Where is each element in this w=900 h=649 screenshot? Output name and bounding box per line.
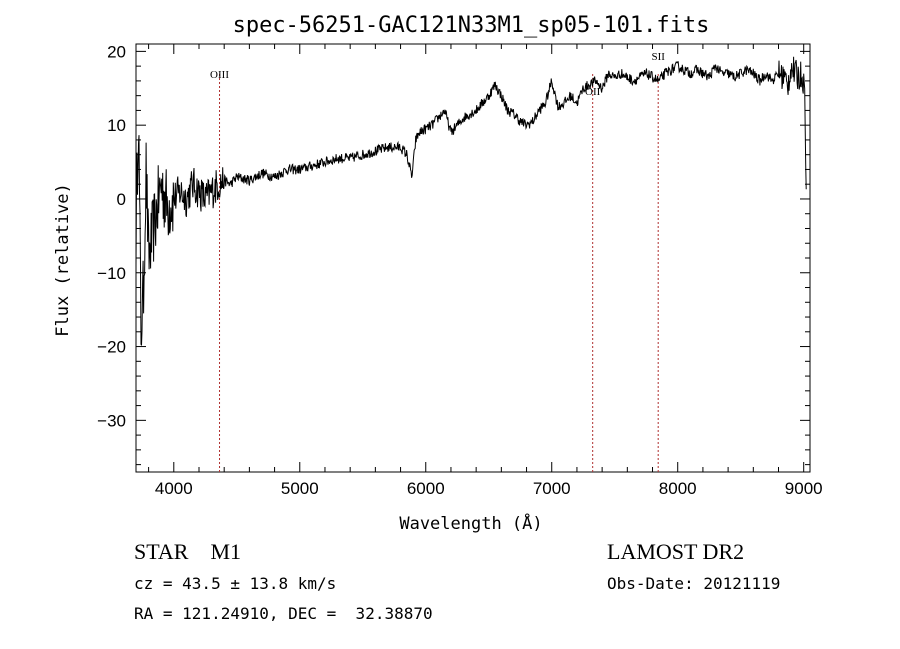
emission-line-label: OIII [210,69,229,81]
y-tick-label: −20 [97,338,126,357]
y-axis-label: Flux (relative) [53,183,73,337]
x-tick-label: 7000 [533,479,571,498]
x-tick-label: 8000 [659,479,697,498]
x-tick-label: 5000 [281,479,319,498]
x-tick-label: 6000 [407,479,445,498]
emission-line-markers: OIII OII SII [210,51,665,472]
y-tick-label: 0 [117,190,126,209]
plot-axes: 4000 5000 6000 7000 8000 9000 20 10 0 −10 −20 −30 [97,42,822,498]
star-class: STAR [134,539,189,564]
coordinates-text: RA = 121.24910, DEC = 32.38870 [134,604,433,623]
spectral-subclass: M1 [210,539,242,564]
survey-name: LAMOST DR2 [607,539,745,564]
emission-line-label: OII [585,86,601,98]
y-tick-label: −30 [97,411,126,430]
chart-title: spec-56251-GAC121N33M1_sp05-101.fits [233,13,710,38]
x-axis-label: Wavelength (Å) [399,512,542,534]
redshift-text: cz = 43.5 ± 13.8 km/s [134,574,337,593]
y-tick-label: −10 [97,264,126,283]
obs-date-text: Obs-Date: 20121119 [607,574,781,593]
x-tick-label: 9000 [785,479,823,498]
object-class: STAR M1 [134,539,241,565]
x-tick-label: 4000 [155,479,193,498]
flux-series-line [135,56,807,346]
y-tick-label: 20 [107,42,126,61]
y-tick-label: 10 [107,116,126,135]
emission-line-label: SII [651,51,665,63]
plot-frame [135,43,811,473]
